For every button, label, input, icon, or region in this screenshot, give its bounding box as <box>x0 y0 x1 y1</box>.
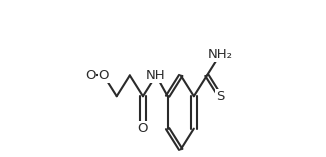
Text: NH: NH <box>146 69 166 82</box>
Text: O: O <box>98 69 109 82</box>
Text: O: O <box>85 69 96 82</box>
Text: NH₂: NH₂ <box>208 48 232 61</box>
Text: O: O <box>138 122 148 135</box>
Text: S: S <box>216 90 224 103</box>
